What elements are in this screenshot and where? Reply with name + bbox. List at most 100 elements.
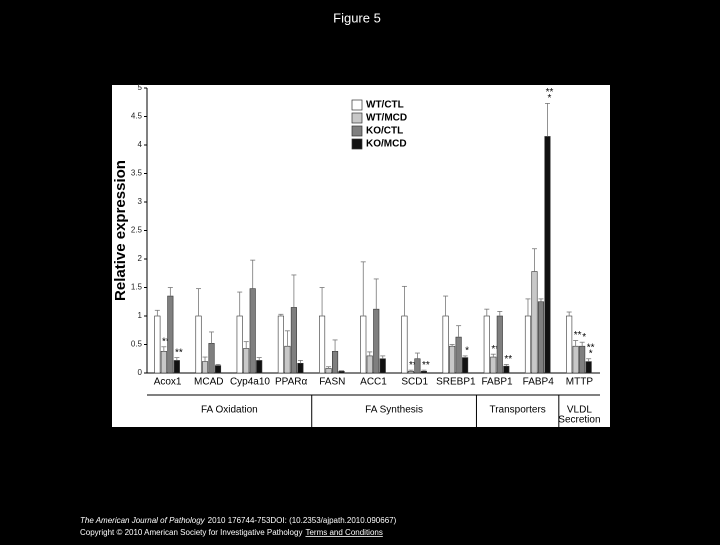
legend-label: KO/MCD (366, 139, 407, 150)
bar (325, 368, 332, 374)
error-bar (154, 309, 160, 316)
error-bar (297, 360, 303, 364)
slide-title: Figure 5 (333, 10, 381, 25)
error-bar (174, 357, 180, 361)
y-tick-label: 2.5 (131, 226, 143, 235)
x-tick-label: FASN (319, 377, 345, 388)
x-tick-label: PPARα (275, 377, 307, 388)
error-bar (326, 366, 332, 369)
significance-label: ** (175, 347, 183, 358)
bar (544, 136, 551, 374)
error-bar (421, 369, 427, 372)
x-tick-label: Cyp4a10 (230, 377, 270, 388)
significance-label: * (582, 332, 586, 343)
bar (503, 365, 510, 374)
bar (201, 361, 209, 374)
bar (483, 315, 490, 374)
bar (566, 315, 573, 374)
bar (455, 336, 462, 374)
error-bar (380, 355, 386, 359)
bar (332, 351, 339, 374)
bar (585, 361, 592, 374)
error-bar (284, 330, 290, 347)
error-bar (161, 346, 167, 352)
significance-label: ** (409, 360, 417, 371)
bar (373, 308, 380, 374)
y-axis-label: Relative expression (112, 160, 129, 301)
bar (167, 295, 174, 374)
error-bar (319, 287, 325, 316)
bar (420, 370, 427, 374)
y-tick-label: 5 (138, 83, 143, 92)
x-tick-label: FABP4 (523, 377, 555, 388)
group-label: FA Oxidation (201, 405, 258, 416)
significance-label: * (465, 346, 469, 357)
error-bar (531, 248, 537, 272)
significance-label: ** (504, 354, 512, 365)
error-bar (256, 357, 262, 361)
error-bar (167, 287, 173, 297)
bar (243, 348, 250, 374)
error-bar (373, 278, 379, 310)
bar (297, 363, 304, 374)
bar (379, 358, 386, 374)
bar (490, 356, 497, 374)
group-label: FA Synthesis (365, 405, 423, 416)
bar (208, 343, 215, 374)
error-bar (456, 325, 462, 338)
bar (579, 345, 586, 374)
error-bar (490, 353, 496, 358)
y-tick-label: 0 (138, 368, 143, 377)
error-bar (586, 358, 592, 362)
bar (442, 315, 449, 374)
bar (462, 357, 469, 374)
legend-label: KO/CTL (366, 126, 403, 137)
y-tick-label: 3.5 (131, 169, 143, 178)
bar (449, 345, 456, 374)
bar (154, 315, 161, 374)
bar (284, 345, 291, 374)
journal: The American Journal of Pathology (80, 516, 206, 525)
bar (256, 360, 263, 374)
bar (401, 315, 408, 374)
bar (195, 315, 202, 374)
error-bar (497, 311, 503, 316)
error-bar (339, 370, 345, 372)
error-bar (291, 274, 297, 308)
significance-label: ** (574, 330, 582, 341)
error-bar (538, 298, 544, 302)
error-bar (579, 341, 585, 347)
error-bar (360, 261, 366, 316)
bar (160, 351, 167, 374)
x-tick-label: Acox1 (154, 377, 182, 388)
group-label: VLDL (567, 405, 592, 416)
x-tick-label: SCD1 (401, 377, 428, 388)
error-bar (202, 356, 208, 362)
terms-link[interactable]: Terms and Conditions (305, 528, 382, 537)
error-bar (503, 364, 509, 367)
y-tick-label: 2 (138, 254, 143, 263)
bar (414, 358, 421, 374)
significance-label: ** (422, 360, 430, 371)
legend-swatch (351, 112, 363, 124)
significance-label: * (548, 93, 552, 104)
copyright: Copyright © 2010 American Society for In… (80, 528, 383, 537)
x-tick-label: SREBP1 (436, 377, 476, 388)
legend-label: WT/MCD (366, 113, 407, 124)
legend-swatch (351, 138, 363, 150)
bar (319, 315, 326, 374)
bar (407, 370, 414, 374)
bar (524, 315, 532, 374)
error-bar (243, 341, 249, 349)
significance-label: ** (546, 87, 554, 98)
copyright-text: Copyright © 2010 American Society for In… (80, 528, 302, 537)
bar (531, 271, 538, 374)
group-label: Secretion (558, 415, 600, 426)
error-bar (566, 311, 572, 316)
y-tick-label: 0.5 (131, 340, 143, 349)
bar (338, 370, 345, 374)
error-bar (449, 344, 455, 347)
error-bar (367, 351, 373, 356)
